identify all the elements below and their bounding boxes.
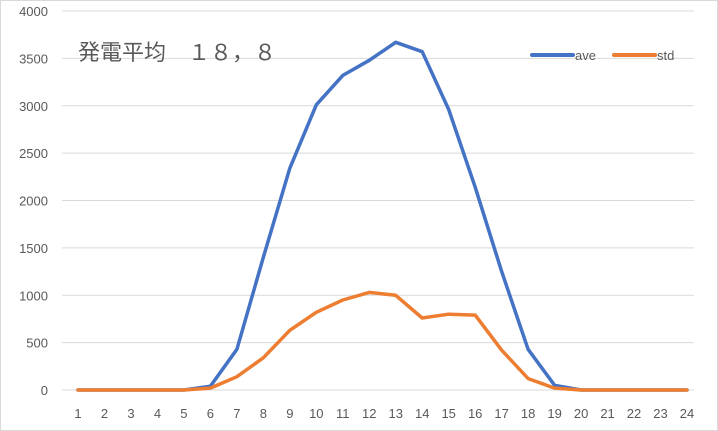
y-tick-label: 0 bbox=[41, 383, 48, 398]
chart-title: 発電平均 １８，８ bbox=[78, 41, 276, 66]
x-tick-label: 6 bbox=[207, 406, 214, 421]
x-tick-label: 24 bbox=[680, 406, 694, 421]
series-line-ave bbox=[76, 40, 689, 392]
y-tick-label: 500 bbox=[26, 336, 48, 351]
x-tick-label: 5 bbox=[180, 406, 187, 421]
series-lines bbox=[76, 40, 689, 392]
x-tick-label: 16 bbox=[468, 406, 482, 421]
x-axis-ticks: 1 2 3 4 5 6 7 8 9 10 11 12 13 14 15 16 17 18 19 20 21 22 23 24 bbox=[74, 406, 694, 421]
x-tick-label: 9 bbox=[286, 406, 293, 421]
x-tick-label: 1 bbox=[74, 406, 81, 421]
x-tick-label: 2 bbox=[101, 406, 108, 421]
x-tick-label: 4 bbox=[154, 406, 161, 421]
x-tick-label: 3 bbox=[127, 406, 134, 421]
x-tick-label: 22 bbox=[627, 406, 641, 421]
y-axis-ticks: 0 500 1000 1500 2000 2500 3000 3500 4000 bbox=[19, 4, 48, 398]
x-tick-label: 12 bbox=[362, 406, 376, 421]
legend-label-ave: ave bbox=[575, 48, 596, 63]
x-tick-label: 10 bbox=[309, 406, 323, 421]
x-tick-label: 15 bbox=[441, 406, 455, 421]
x-tick-label: 13 bbox=[389, 406, 403, 421]
y-tick-label: 2000 bbox=[19, 194, 48, 209]
x-tick-label: 21 bbox=[600, 406, 614, 421]
series-line-std bbox=[76, 290, 689, 392]
x-tick-label: 11 bbox=[336, 406, 350, 421]
x-tick-label: 18 bbox=[521, 406, 535, 421]
gridlines bbox=[62, 10, 694, 391]
y-tick-label: 1500 bbox=[19, 241, 48, 256]
x-tick-label: 17 bbox=[494, 406, 508, 421]
y-tick-label: 4000 bbox=[19, 4, 48, 19]
y-tick-label: 3500 bbox=[19, 51, 48, 66]
x-tick-label: 14 bbox=[415, 406, 429, 421]
x-tick-label: 23 bbox=[653, 406, 667, 421]
x-tick-label: 7 bbox=[233, 406, 240, 421]
y-tick-label: 2500 bbox=[19, 146, 48, 161]
legend-label-std: std bbox=[657, 48, 674, 63]
x-tick-label: 19 bbox=[547, 406, 561, 421]
x-tick-label: 8 bbox=[260, 406, 267, 421]
y-tick-label: 1000 bbox=[19, 288, 48, 303]
legend: ave std bbox=[530, 48, 674, 63]
y-tick-label: 3000 bbox=[19, 99, 48, 114]
x-tick-label: 20 bbox=[574, 406, 588, 421]
